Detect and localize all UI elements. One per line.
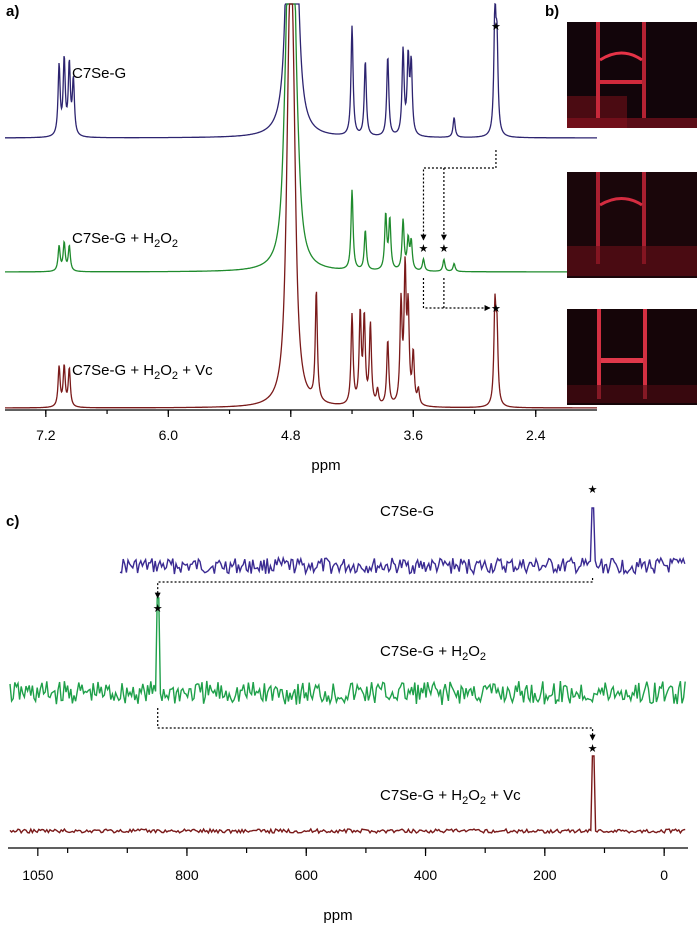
panel-a-peak-links (420, 150, 497, 311)
link-c-1 (154, 578, 594, 599)
peak-marker-c-2: ★ (153, 603, 163, 615)
peak-marker-a-3: ★ (439, 243, 449, 255)
photo-cuvette-3 (567, 309, 697, 405)
series-label-a-2: C7Se-G + H2O2 (72, 230, 178, 250)
spectrum-c-2 (9, 597, 686, 706)
panel-a-x-axis: 7.2 6.0 4.8 3.6 2.4 ppm (5, 409, 597, 474)
link-a-3 (422, 278, 491, 311)
series-label-a-1: C7Se-G (72, 65, 126, 82)
series-label-c-3: C7Se-G + H2O2 + Vc (380, 787, 521, 807)
x-tick-label-c: 200 (533, 867, 557, 883)
panel-c-series-labels: C7Se-G C7Se-G + H2O2 C7Se-G + H2O2 + Vc (380, 503, 521, 807)
link-c-2 (157, 708, 596, 741)
spectrum-a-2 (5, 3, 597, 273)
panel-label-a: a) (6, 3, 19, 20)
x-tick-label-c: 600 (295, 867, 319, 883)
x-axis-label-a: ppm (311, 457, 340, 474)
panel-a-spectra: ★ ★ ★ ★ (5, 2, 597, 409)
panel-c-peak-links (154, 578, 596, 741)
link-a-1 (420, 150, 497, 241)
x-tick-label-c: 0 (660, 867, 668, 883)
panel-c-spectra: ★ ★ ★ (9, 484, 686, 835)
peak-marker-a-1: ★ (491, 21, 501, 33)
photo-cuvette-2 (567, 172, 697, 278)
panel-c-x-axis: 1050 800 600 400 200 0 ppm (8, 847, 688, 924)
x-tick-label-a: 3.6 (404, 427, 424, 443)
x-axis-label-c: ppm (323, 907, 352, 924)
peak-marker-a-4: ★ (491, 303, 501, 315)
spectrum-c-1 (119, 507, 686, 576)
x-tick-label-a: 7.2 (36, 427, 56, 443)
series-label-c-2: C7Se-G + H2O2 (380, 643, 486, 663)
x-tick-label-c: 800 (175, 867, 199, 883)
spectrum-a-1 (5, 2, 597, 139)
peak-marker-c-3: ★ (588, 743, 598, 755)
panel-a-series-labels: C7Se-G C7Se-G + H2O2 C7Se-G + H2O2 + Vc (72, 65, 213, 382)
x-tick-label-c: 400 (414, 867, 438, 883)
series-label-c-1: C7Se-G (380, 503, 434, 520)
x-tick-label-c: 1050 (22, 867, 53, 883)
spectrum-a-3 (5, 3, 597, 409)
x-tick-label-a: 6.0 (159, 427, 179, 443)
x-tick-label-a: 2.4 (526, 427, 546, 443)
series-label-a-3: C7Se-G + H2O2 + Vc (72, 362, 213, 382)
x-tick-label-a: 4.8 (281, 427, 301, 443)
panel-label-b: b) (545, 3, 559, 20)
photo-cuvette-1 (567, 22, 697, 128)
panel-label-c: c) (6, 513, 19, 530)
panel-b-photos (567, 22, 697, 405)
peak-marker-c-1: ★ (588, 484, 598, 496)
peak-marker-a-2: ★ (419, 243, 429, 255)
spectrum-c-3 (9, 755, 686, 835)
